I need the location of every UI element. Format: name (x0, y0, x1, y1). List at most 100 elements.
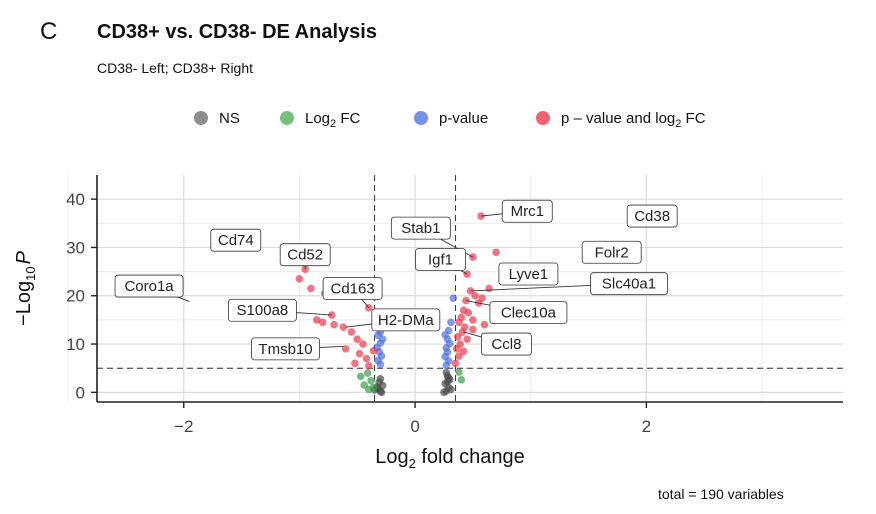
data-point (360, 381, 368, 389)
gene-label-box (114, 274, 184, 298)
data-point (351, 359, 359, 368)
legend-item: p-value (414, 110, 488, 127)
gene-label-box (390, 216, 451, 240)
gene-label: Folr2 (581, 240, 642, 264)
gene-label: H2-DMa (371, 308, 441, 332)
data-point (330, 320, 338, 329)
data-point (369, 383, 378, 392)
gene-label-box (590, 272, 668, 296)
gene-label-text: Coro1a (124, 278, 174, 295)
x-tick-label: 2 (642, 417, 651, 436)
data-point (377, 388, 386, 397)
data-point (449, 294, 458, 302)
gene-label-text: Stab1 (401, 220, 440, 237)
gene-label-text: Folr2 (595, 244, 629, 261)
data-point (455, 318, 463, 327)
gene-label-text: Ccl8 (491, 336, 521, 353)
data-point (363, 369, 372, 377)
gene-label: Cd52 (279, 243, 331, 267)
data-point (362, 354, 371, 363)
gene-label-box (227, 298, 297, 322)
y-tick-label: 30 (66, 238, 85, 257)
data-point (355, 349, 364, 358)
data-point (492, 248, 500, 257)
data-point (339, 323, 348, 331)
gene-label-box (501, 199, 553, 223)
data-point (364, 361, 373, 370)
legend-item: Log2 FC (280, 110, 360, 130)
data-point (455, 352, 463, 360)
legend-item: p – value and log2 FC (536, 110, 706, 130)
legend-marker (194, 111, 208, 125)
gene-label-text: Slc40a1 (602, 276, 656, 293)
data-point (447, 385, 455, 394)
y-axis-title: −Log10P (13, 250, 38, 326)
data-point (318, 318, 327, 327)
data-point (455, 368, 463, 376)
gene-label-box (489, 301, 568, 325)
legend-marker (536, 111, 550, 125)
data-point (367, 376, 375, 385)
y-tick-label: 20 (66, 287, 85, 306)
data-point (471, 291, 480, 300)
y-tick-label: 0 (76, 383, 85, 402)
data-points (295, 212, 500, 397)
data-point (469, 325, 477, 334)
data-point (444, 326, 453, 335)
data-point (369, 347, 378, 355)
variables-caption: total = 190 variables (658, 486, 784, 502)
gene-label: Ccl8 (481, 332, 532, 356)
gene-label-text: H2-DMa (378, 312, 434, 329)
panel-letter: C (40, 18, 58, 45)
chart-subtitle: CD38- Left; CD38+ Right (97, 60, 254, 76)
x-tick-label: 0 (410, 417, 419, 436)
data-point (463, 335, 471, 344)
data-point (457, 375, 466, 384)
data-point (440, 388, 448, 397)
data-point (295, 275, 304, 283)
gene-label-box (581, 240, 642, 264)
gene-label: Stab1 (390, 216, 451, 240)
gene-label-text: Clec10a (501, 305, 557, 322)
gene-label-box (322, 277, 383, 300)
data-point (466, 287, 475, 295)
gene-label: Cd74 (210, 228, 262, 252)
gene-labels: Mrc1 Cd38 Stab1 Cd74 Folr2 Cd52 Igf1 Lyve1 Slc40… (114, 199, 678, 361)
data-point (478, 294, 486, 302)
data-point (444, 374, 453, 382)
legend-label: p-value (439, 110, 488, 127)
x-axis-title: Log2 fold change (375, 446, 525, 471)
gene-label-box (371, 308, 441, 332)
data-point (307, 284, 315, 293)
data-point (359, 340, 367, 348)
gene-label: Mrc1 (501, 199, 553, 223)
legend-label: p – value and log2 FC (561, 110, 706, 130)
data-point (463, 270, 471, 278)
gene-label-box (210, 228, 262, 252)
gene-label-text: Cd52 (287, 247, 323, 264)
gene-label-text: Tmsb10 (258, 341, 312, 358)
data-point (447, 318, 455, 327)
data-point (469, 316, 477, 324)
gene-label: Slc40a1 (590, 272, 668, 296)
data-point (376, 375, 385, 383)
gene-label-box (498, 262, 559, 286)
legend-label: Log2 FC (305, 110, 360, 130)
gene-label: Tmsb10 (251, 337, 320, 361)
gene-label-box (415, 248, 466, 271)
gene-label-text: S100a8 (237, 302, 289, 319)
data-point (458, 328, 467, 336)
legend-marker (414, 111, 428, 125)
gene-label-box (481, 332, 532, 356)
data-point (353, 335, 362, 344)
gene-label: Cd163 (322, 277, 383, 300)
gene-label-text: Cd74 (218, 232, 254, 249)
gene-label-text: Lyve1 (509, 266, 548, 283)
gene-label-box (279, 243, 331, 267)
data-point (451, 359, 460, 368)
legend-label: NS (219, 110, 240, 127)
data-point (454, 332, 462, 341)
gene-label-box (626, 204, 678, 228)
gene-label: Clec10a (489, 301, 568, 325)
